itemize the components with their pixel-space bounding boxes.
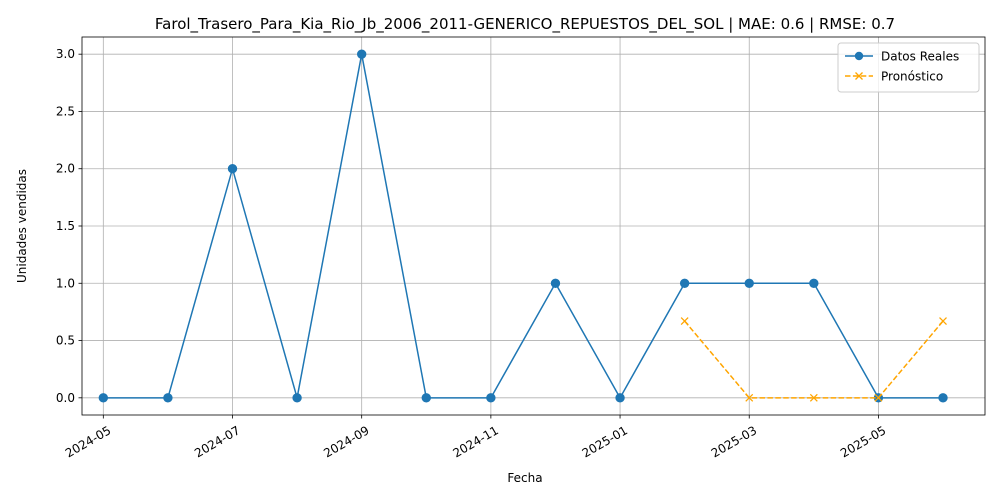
data-point — [550, 278, 561, 288]
data-point — [292, 393, 302, 403]
y-tick-label: 1.0 — [56, 276, 75, 290]
y-tick-label: 1.5 — [56, 219, 75, 233]
y-tick-label: 0.0 — [56, 391, 75, 405]
data-point — [356, 49, 367, 59]
y-tick-label: 0.5 — [56, 334, 75, 348]
data-point — [615, 393, 625, 403]
data-point — [745, 393, 754, 402]
legend-entry: Pronóstico — [845, 70, 943, 84]
data-point — [809, 393, 818, 402]
y-tick-label: 2.5 — [56, 104, 75, 118]
y-tick-label: 2.0 — [56, 162, 75, 176]
data-point — [938, 393, 948, 403]
data-point — [939, 317, 947, 326]
chart-title: Farol_Trasero_Para_Kia_Rio_Jb_2006_2011-… — [155, 15, 895, 34]
grid-lines — [82, 37, 985, 415]
data-point — [680, 317, 689, 326]
plot-area — [98, 49, 948, 403]
data-point — [163, 393, 173, 403]
data-point — [874, 393, 883, 402]
data-point — [227, 164, 238, 174]
series-forecast — [680, 317, 947, 402]
series-actual — [98, 49, 948, 403]
y-tick-label: 3.0 — [56, 47, 75, 61]
legend: Datos Reales Pronóstico — [837, 42, 980, 93]
series-line — [103, 54, 944, 400]
data-point — [679, 278, 690, 288]
data-point — [98, 393, 109, 403]
legend-marker — [854, 51, 864, 61]
data-point — [486, 393, 496, 403]
data-point — [809, 278, 819, 288]
legend-label: Pronóstico — [881, 70, 943, 84]
y-axis-label: Unidades vendidas — [15, 169, 29, 283]
legend-frame — [837, 42, 980, 93]
legend-entry: Datos Reales — [845, 50, 959, 64]
data-point — [421, 393, 431, 403]
legend-label: Datos Reales — [881, 50, 959, 64]
legend-marker — [855, 72, 863, 80]
data-point — [744, 278, 754, 288]
series-line — [684, 320, 944, 399]
x-axis-label: Fecha — [507, 471, 542, 485]
y-axis: 0.0 0.5 1.0 1.5 2.0 2.5 3.0 — [56, 47, 82, 405]
